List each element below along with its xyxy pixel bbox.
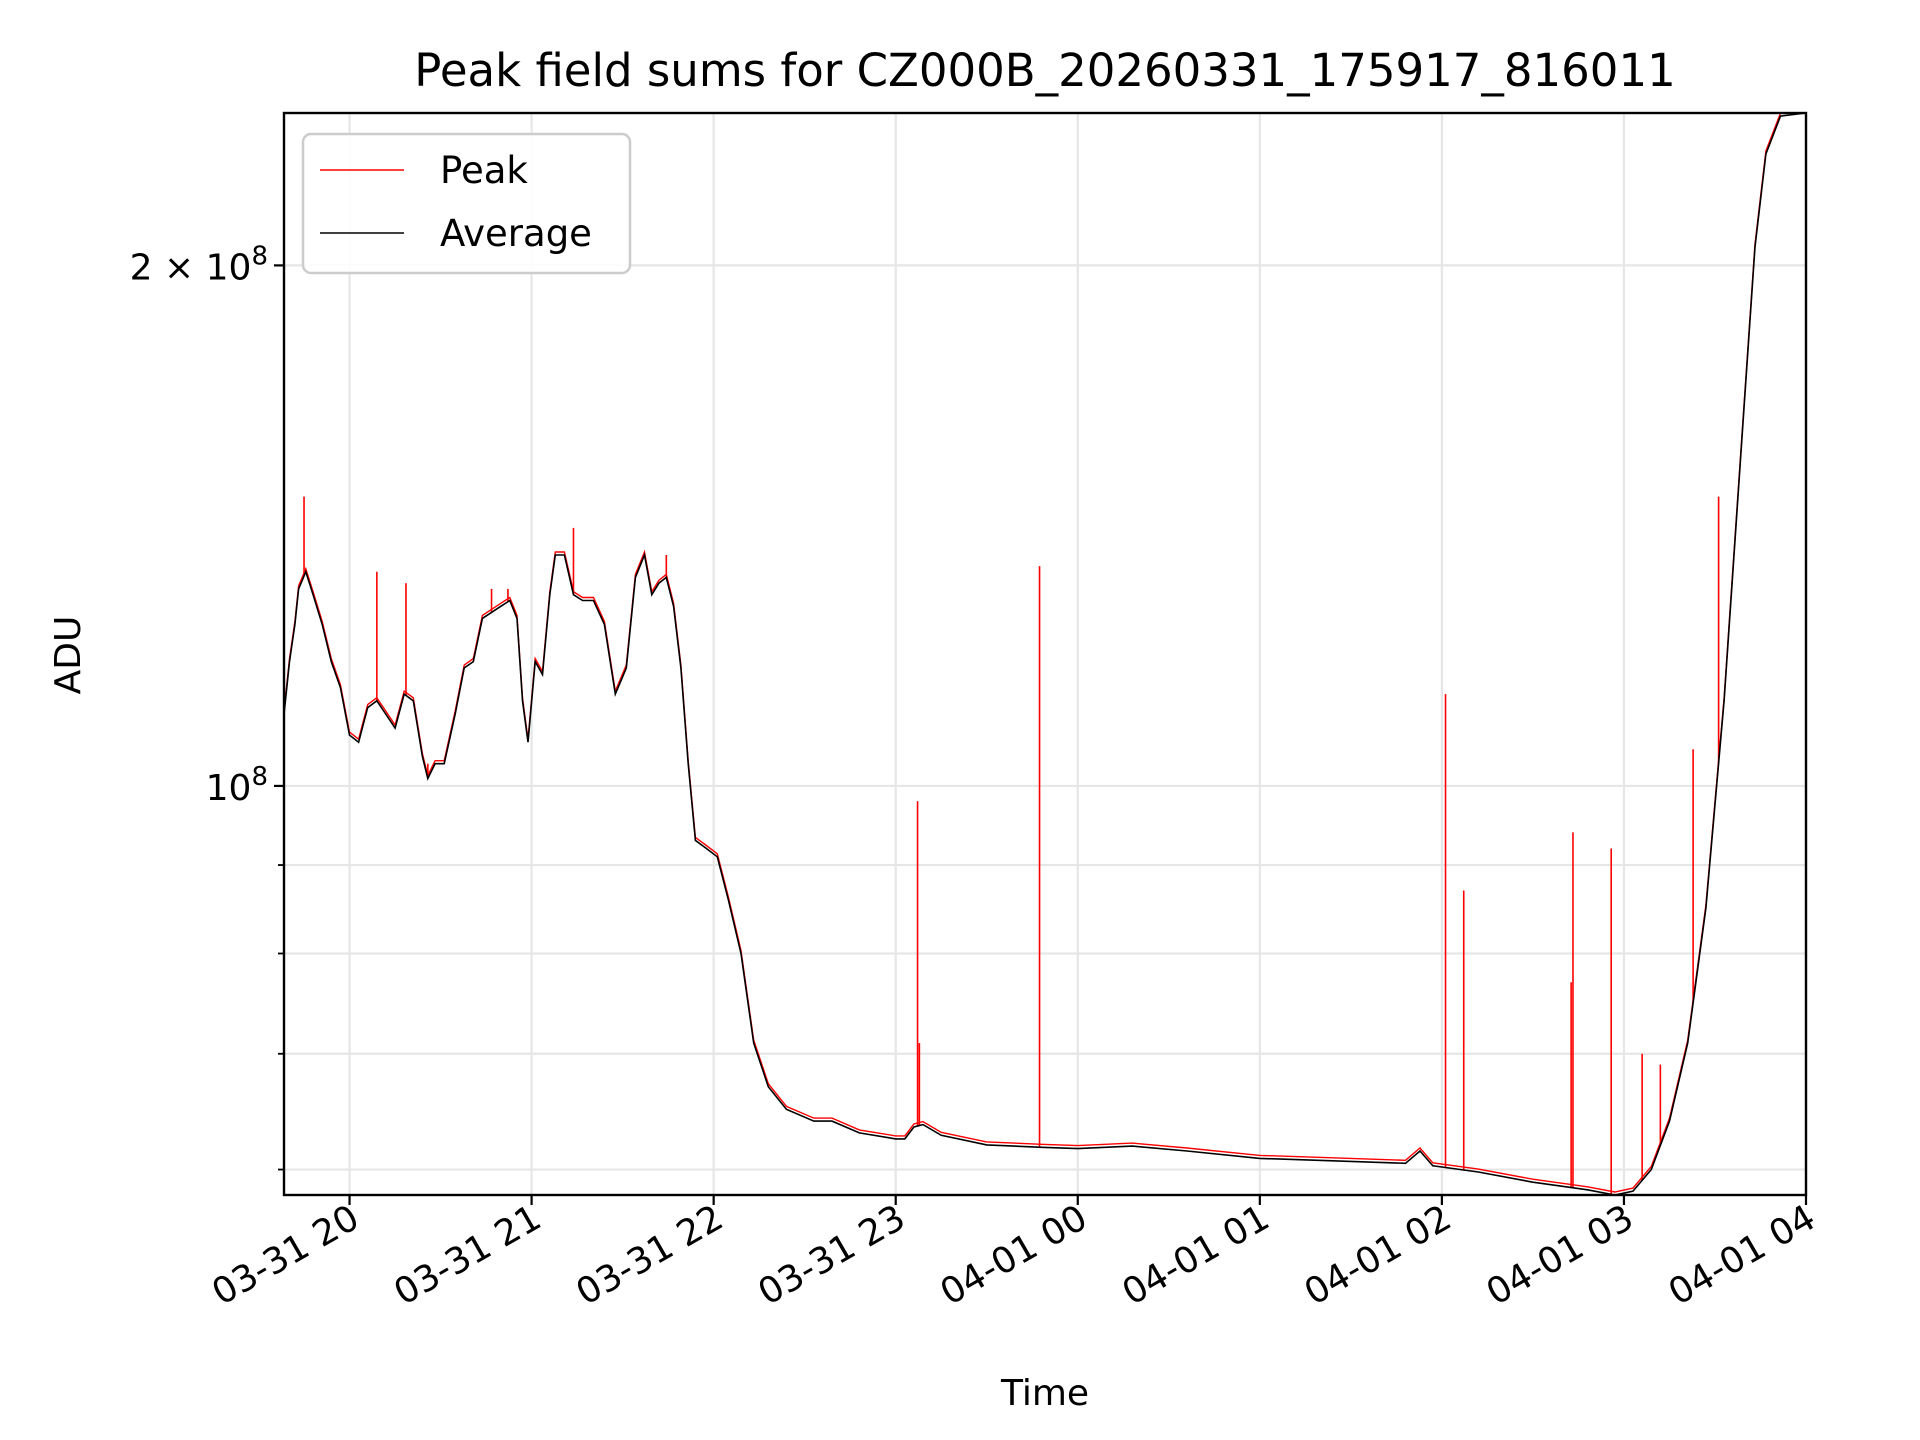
y-tick-label: 108 bbox=[206, 762, 268, 809]
average-series-line bbox=[284, 113, 1806, 1195]
legend-peak-label: Peak bbox=[440, 149, 528, 192]
peak-series-line bbox=[284, 113, 1788, 1193]
y-tick-label: 2 × 108 bbox=[130, 241, 268, 288]
legend-box bbox=[301, 132, 632, 275]
x-axis-label: Time bbox=[1000, 1373, 1089, 1414]
plot-frame bbox=[282, 111, 1808, 1197]
chart-title: Peak field sums for CZ000B_20260331_1759… bbox=[414, 44, 1675, 97]
legend-average-label: Average bbox=[440, 212, 592, 255]
y-axis-label: ADU bbox=[48, 616, 89, 695]
legend: Peak Average bbox=[301, 132, 632, 275]
series-layer bbox=[284, 113, 1806, 1195]
